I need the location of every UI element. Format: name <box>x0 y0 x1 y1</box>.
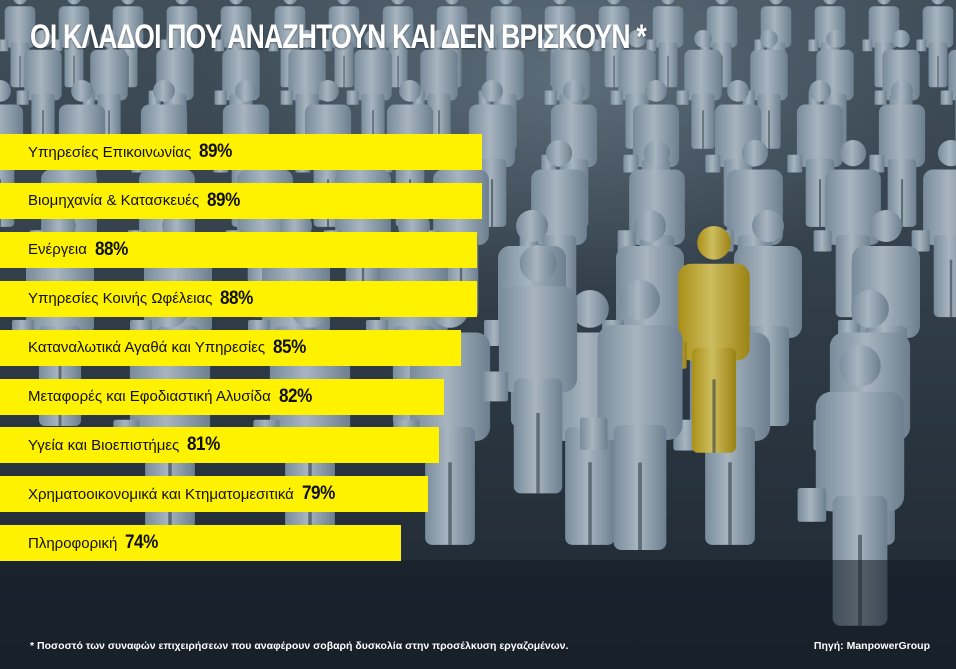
person-figure <box>482 245 578 494</box>
bar-label: Υγεία και Βιοεπιστήμες <box>28 436 180 454</box>
bar: Χρηματοοικονομικά και Κτηματομεσιτικά 79% <box>0 476 428 513</box>
bar-label: Υπηρεσίες Επικοινωνίας <box>28 143 192 161</box>
bar: Ενέργεια 88% <box>0 231 477 268</box>
bar-value-label: 81% <box>187 434 221 456</box>
bar-value-label: 88% <box>94 238 128 260</box>
bar-value-label: 88% <box>220 287 254 309</box>
highlighted-person-figure <box>663 226 750 453</box>
bar-value-label: 89% <box>207 189 240 211</box>
bar-value-label: 82% <box>278 385 312 407</box>
person-figure <box>916 0 954 88</box>
bar-label: Χρηματοοικονομικά και Κτηματομεσιτικά <box>28 485 294 503</box>
bar-label: Καταναλωτικά Αγαθά και Υπηρεσίες <box>28 339 266 357</box>
bar-label: Υπηρεσίες Κοινής Ωφέλειας <box>28 290 213 308</box>
bar: Υπηρεσίες Κοινής Ωφέλειας 88% <box>0 280 477 317</box>
bar-value-label: 85% <box>273 336 307 358</box>
person-figure <box>911 140 956 318</box>
person-figure <box>580 280 683 550</box>
bar-label: Ενέργεια <box>28 241 87 259</box>
person-figure <box>376 0 414 88</box>
person-figure <box>676 30 722 149</box>
bar-label: Μεταφορές και Εφοδιαστική Αλυσίδα <box>28 388 271 405</box>
person-figure <box>592 0 630 88</box>
person-figure <box>869 80 926 227</box>
floor-shade <box>0 560 956 669</box>
bar: Πληροφορική 74% <box>0 525 401 562</box>
person-figure <box>742 30 788 149</box>
source-credit: Πηγή: ManpowerGroup <box>813 640 930 652</box>
bar-value-label: 74% <box>125 532 159 554</box>
chart-title: ΟΙ ΚΛΑΔΟΙ ΠΟΥ ΑΝΑΖΗΤΟΥΝ ΚΑΙ ΔΕΝ ΒΡΙΣΚΟΥΝ… <box>30 18 647 56</box>
bar: Υπηρεσίες Επικοινωνίας 89% <box>0 134 482 170</box>
bar: Μεταφορές και Εφοδιαστική Αλυσίδα 82% <box>0 378 444 415</box>
person-figure <box>646 0 684 88</box>
bar-label: Πληροφορική <box>28 534 118 552</box>
person-figure <box>322 0 360 88</box>
bar: Βιομηχανία & Κατασκευές 89% <box>0 182 482 219</box>
person-figure <box>52 0 90 88</box>
bar: Υγεία και Βιοεπιστήμες 81% <box>0 427 439 464</box>
bar-value-label: 79% <box>301 483 335 505</box>
bar-value-label: 89% <box>199 141 233 162</box>
bar: Καταναλωτικά Αγαθά και Υπηρεσίες 85% <box>0 329 461 366</box>
bar-label: Βιομηχανία & Κατασκευές <box>28 192 200 210</box>
footnote: * Ποσοστό των συναφών επιχειρήσεων που α… <box>30 640 569 652</box>
